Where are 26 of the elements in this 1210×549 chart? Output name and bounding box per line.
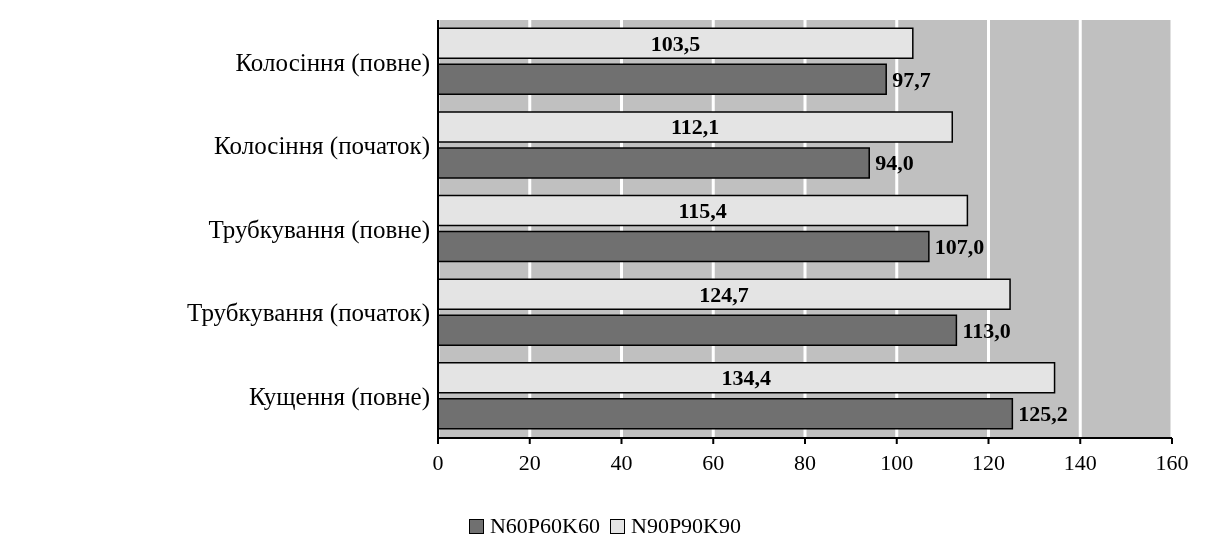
x-tick-label: 60 (702, 449, 725, 475)
y-tick-label: Колосіння (початок) (214, 132, 430, 161)
x-tick-label: 20 (518, 449, 541, 475)
y-tick-label: Кущення (повне) (249, 383, 430, 412)
legend-label: N60P60K60 (489, 513, 600, 539)
y-tick-label: Колосіння (повне) (235, 48, 430, 77)
data-label: 103,5 (650, 30, 701, 56)
y-tick-label: Трубкування (початок) (187, 299, 430, 328)
data-label: 94,0 (875, 150, 914, 176)
x-tick-label: 120 (972, 449, 1005, 475)
data-label: 97,7 (892, 66, 931, 92)
x-tick-label: 140 (1063, 449, 1097, 475)
data-label: 134,4 (721, 365, 772, 391)
data-label: 113,0 (962, 317, 1011, 343)
data-label: 107,0 (934, 234, 985, 260)
x-tick-label: 0 (432, 449, 444, 475)
data-label: 112,1 (670, 114, 720, 140)
data-label: 115,4 (678, 198, 727, 224)
legend-label: N90P90K90 (630, 513, 742, 539)
x-tick-label: 100 (880, 449, 914, 475)
x-tick-label: 160 (1155, 449, 1189, 475)
y-tick-label: Трубкування (повне) (208, 215, 430, 244)
data-label: 124,7 (699, 281, 749, 307)
x-tick-label: 40 (610, 449, 633, 475)
x-tick-label: 80 (794, 449, 816, 475)
data-label: 125,2 (1018, 401, 1068, 427)
